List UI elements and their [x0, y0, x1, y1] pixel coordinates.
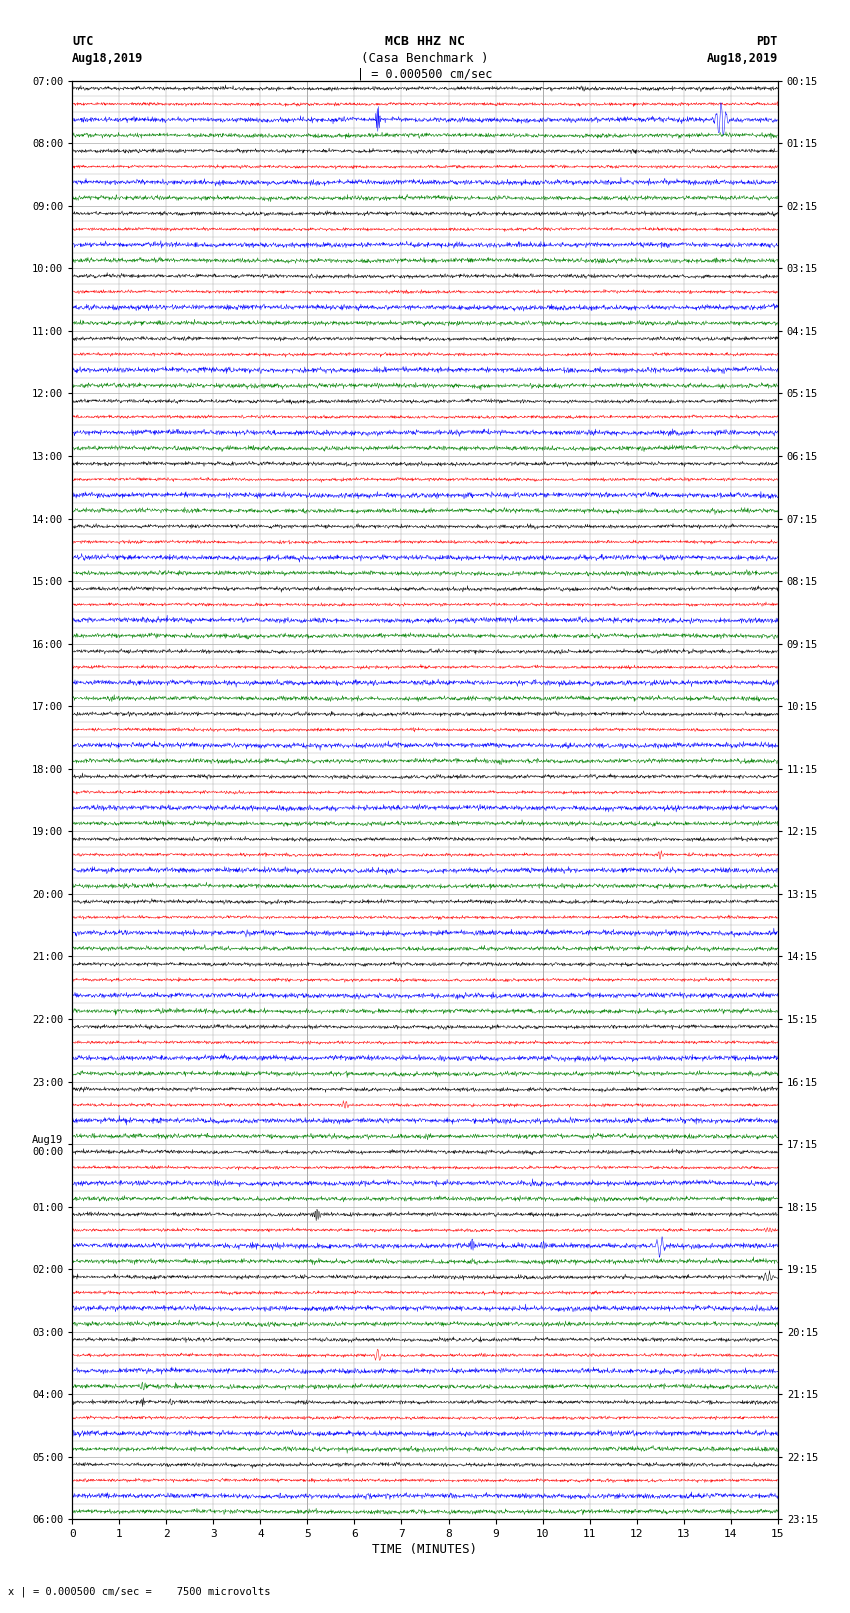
Text: Aug18,2019: Aug18,2019 [706, 52, 778, 65]
X-axis label: TIME (MINUTES): TIME (MINUTES) [372, 1544, 478, 1557]
Text: x | = 0.000500 cm/sec =    7500 microvolts: x | = 0.000500 cm/sec = 7500 microvolts [8, 1586, 271, 1597]
Text: MCB HHZ NC: MCB HHZ NC [385, 35, 465, 48]
Text: PDT: PDT [756, 35, 778, 48]
Text: (Casa Benchmark ): (Casa Benchmark ) [361, 52, 489, 65]
Text: Aug18,2019: Aug18,2019 [72, 52, 144, 65]
Text: UTC: UTC [72, 35, 94, 48]
Text: | = 0.000500 cm/sec: | = 0.000500 cm/sec [357, 68, 493, 81]
